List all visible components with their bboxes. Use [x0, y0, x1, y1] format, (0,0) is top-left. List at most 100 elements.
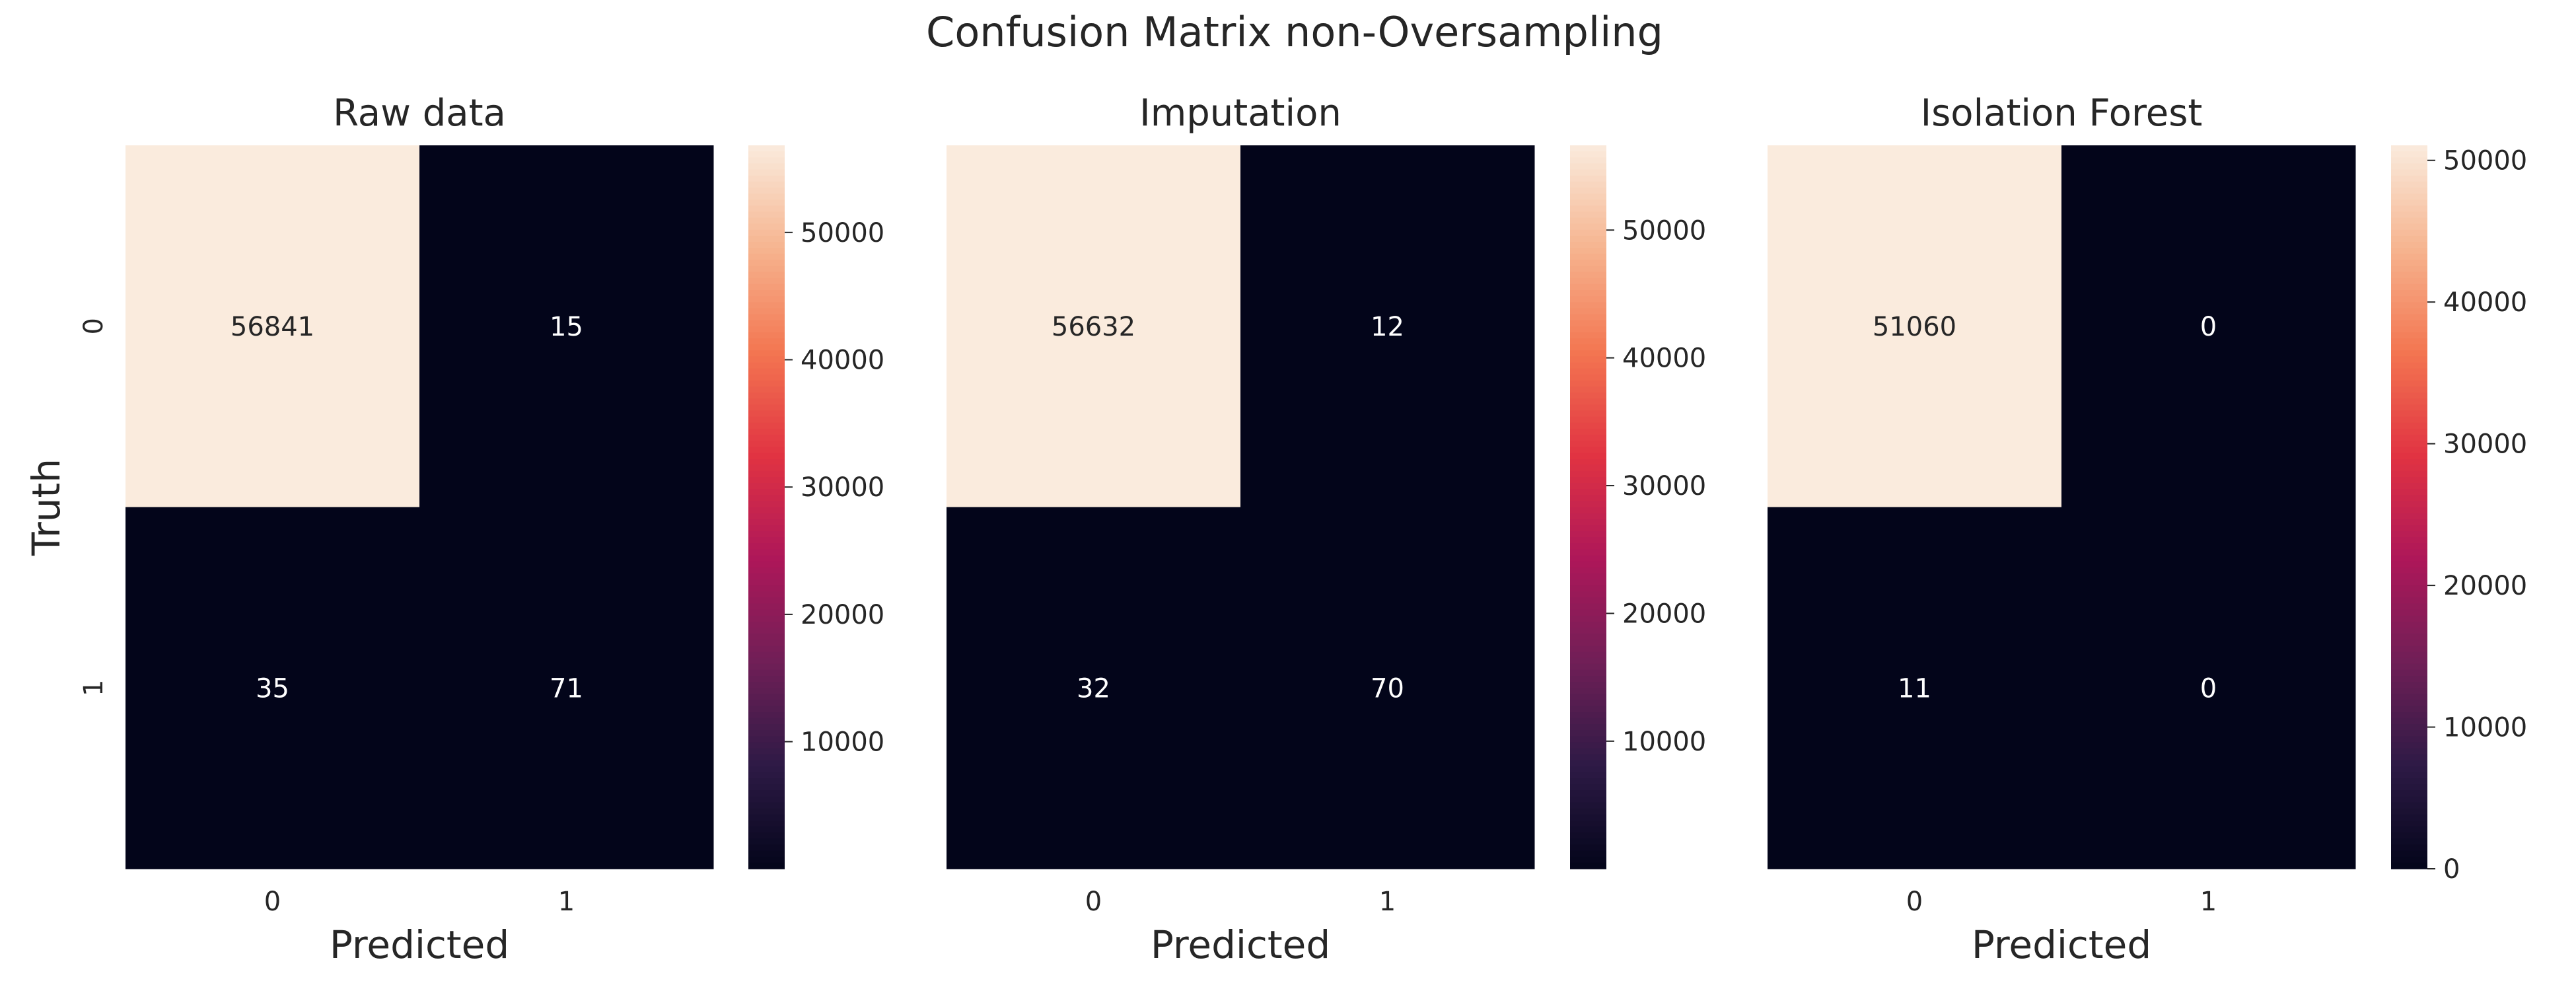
colorbar-segment — [748, 531, 785, 538]
colorbar-segment — [2391, 356, 2427, 363]
colorbar-segment — [748, 561, 785, 568]
colorbar-segment — [2391, 242, 2427, 248]
colorbar-segment — [748, 814, 785, 821]
colorbar-segment — [1570, 844, 1606, 852]
colorbar-segment — [1570, 332, 1606, 339]
colorbar-segment — [2391, 832, 2427, 839]
colorbar-segment — [748, 525, 785, 532]
colorbar-segment — [1570, 489, 1606, 495]
colorbar-segment — [2391, 326, 2427, 333]
colorbar-segment — [1570, 826, 1606, 833]
colorbar-segment — [748, 453, 785, 460]
panel-3: 51060 0 11 0 Isolation Forest 0 1 Predicted 0 100… — [1768, 92, 2527, 967]
colorbar-segment — [748, 573, 785, 580]
colorbar-segment — [2391, 157, 2427, 164]
colorbar-segment — [748, 169, 785, 176]
colorbar-segment — [1570, 495, 1606, 501]
colorbar-segment — [2391, 850, 2427, 858]
colorbar-segment — [748, 844, 785, 852]
colorbar-tick-label: 40000 — [1622, 344, 1706, 374]
colorbar-segment — [748, 856, 785, 863]
colorbar-segment — [2391, 609, 2427, 616]
colorbar-segment — [2391, 368, 2427, 375]
colorbar-segment — [2391, 435, 2427, 441]
colorbar-segment — [2391, 205, 2427, 212]
colorbar-segment — [2391, 657, 2427, 665]
colorbar-segment — [2391, 229, 2427, 237]
colorbar-segment — [1570, 688, 1606, 694]
heatmap-cell — [947, 145, 1241, 507]
colorbar-segment — [1570, 832, 1606, 839]
colorbar-segment — [1570, 187, 1606, 194]
colorbar-segment — [748, 392, 785, 399]
colorbar-segment — [1570, 344, 1606, 351]
colorbar-segment — [2391, 181, 2427, 188]
colorbar-segment — [2391, 344, 2427, 351]
colorbar-segment — [1570, 205, 1606, 212]
colorbar-segment — [748, 651, 785, 659]
colorbar-segment — [748, 483, 785, 490]
colorbar-segment — [1570, 398, 1606, 405]
x-tick-label: 1 — [2200, 887, 2217, 917]
colorbar-segment — [2391, 663, 2427, 671]
colorbar-tick-label: 20000 — [2443, 571, 2527, 601]
colorbar-segment — [2391, 700, 2427, 707]
colorbar-segment — [748, 717, 785, 725]
colorbar-segment — [2391, 784, 2427, 791]
cell-value-label: 12 — [1371, 312, 1404, 342]
colorbar-segment — [1570, 657, 1606, 665]
colorbar-segment — [748, 380, 785, 387]
colorbar-segment — [2391, 266, 2427, 273]
colorbar-segment — [748, 181, 785, 188]
colorbar-segment — [748, 724, 785, 731]
colorbar-segment — [2391, 628, 2427, 634]
colorbar-segment — [1570, 543, 1606, 550]
colorbar-segment — [748, 320, 785, 327]
colorbar-segment — [748, 519, 785, 526]
colorbar-segment — [1570, 283, 1606, 291]
colorbar-segment — [2391, 778, 2427, 785]
colorbar-segment — [1570, 682, 1606, 688]
colorbar-segment — [1570, 694, 1606, 701]
colorbar-segment — [2391, 603, 2427, 610]
colorbar-segment — [2391, 223, 2427, 231]
colorbar-segment — [748, 428, 785, 435]
colorbar-segment — [2391, 597, 2427, 605]
colorbar-segment — [2391, 567, 2427, 574]
colorbar-segment — [2391, 416, 2427, 423]
colorbar-segment — [748, 832, 785, 839]
colorbar-segment — [2391, 694, 2427, 701]
colorbar-segment — [2391, 585, 2427, 592]
colorbar-segment — [2391, 802, 2427, 809]
heatmap-cell — [947, 507, 1241, 869]
colorbar-tick-label: 40000 — [2443, 287, 2527, 318]
colorbar-segment — [748, 640, 785, 646]
heatmap-cell — [419, 145, 714, 507]
colorbar-segment — [748, 187, 785, 194]
cell-value-label: 71 — [550, 673, 583, 704]
colorbar-segment — [748, 416, 785, 423]
colorbar-segment — [1570, 356, 1606, 363]
colorbar-segment — [1570, 712, 1606, 719]
colorbar-segment — [2391, 808, 2427, 815]
colorbar-segment — [1570, 561, 1606, 568]
colorbar-tick-label: 20000 — [1622, 599, 1706, 629]
colorbar-segment — [2391, 380, 2427, 387]
colorbar-segment — [2391, 730, 2427, 737]
colorbar-segment — [748, 266, 785, 273]
colorbar-segment — [2391, 447, 2427, 453]
colorbar-segment — [2391, 748, 2427, 755]
colorbar-segment — [748, 145, 785, 152]
x-axis-label: Predicted — [1972, 922, 2151, 967]
colorbar-segment — [1570, 157, 1606, 164]
colorbar-segment — [748, 621, 785, 628]
colorbar-segment — [2391, 200, 2427, 206]
heatmap-cell — [2061, 145, 2356, 507]
colorbar-segment — [2391, 501, 2427, 508]
colorbar-segment — [1570, 850, 1606, 858]
heatmap-cell — [125, 507, 420, 869]
colorbar-segment — [2391, 277, 2427, 285]
colorbar-segment — [1570, 362, 1606, 369]
colorbar-segment — [748, 332, 785, 339]
colorbar-segment — [2391, 470, 2427, 478]
